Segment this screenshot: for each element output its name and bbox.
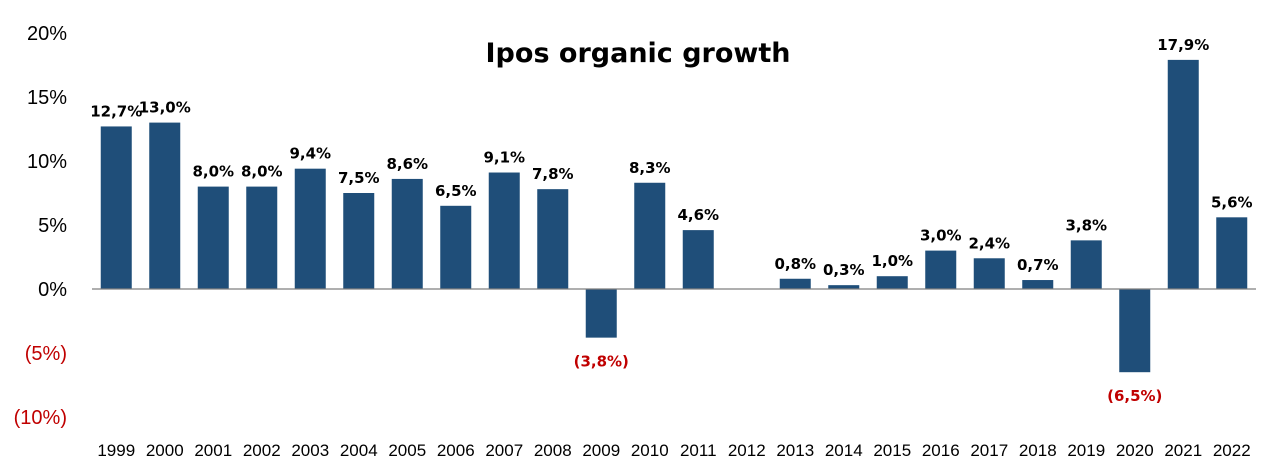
x-tick-label: 2019 (1067, 441, 1105, 460)
y-tick-label: (10%) (14, 407, 67, 429)
data-label: 0,3% (823, 261, 865, 279)
bar (537, 189, 569, 289)
x-tick-label: 2015 (873, 441, 911, 460)
y-tick-label: 5% (38, 215, 67, 237)
data-label: 8,3% (629, 159, 671, 177)
chart-title: Ipos organic growth (486, 38, 791, 69)
bar (1119, 289, 1151, 373)
bar (149, 122, 181, 289)
bar (779, 278, 811, 289)
data-label: 9,1% (483, 149, 525, 167)
x-tick-label: 2010 (631, 441, 669, 460)
y-tick-label: 20% (27, 23, 67, 45)
data-label: 5,6% (1211, 193, 1253, 211)
x-tick-label: 2006 (437, 441, 475, 460)
data-label: 4,6% (677, 206, 719, 224)
x-tick-label: 2017 (970, 441, 1008, 460)
data-label: 3,0% (920, 227, 962, 245)
x-tick-label: 2003 (291, 441, 329, 460)
x-tick-label: 2018 (1019, 441, 1057, 460)
bar (634, 182, 666, 289)
x-tick-label: 2009 (582, 441, 620, 460)
x-tick-label: 2022 (1213, 441, 1251, 460)
data-label: 0,7% (1017, 256, 1059, 274)
bar (973, 258, 1005, 289)
y-axis-ticks: 20% 15% 10% 5% 0% (5%) (10%) (14, 23, 68, 429)
bar (343, 193, 375, 289)
x-tick-label: 2013 (776, 441, 814, 460)
bar (1167, 59, 1199, 289)
bar (440, 205, 472, 289)
data-label: 7,5% (338, 169, 380, 187)
data-label: 8,0% (192, 163, 234, 181)
x-tick-label: 2008 (534, 441, 572, 460)
bar (100, 126, 132, 289)
bar (197, 186, 229, 289)
x-tick-label: 2007 (485, 441, 523, 460)
x-tick-label: 2005 (388, 441, 426, 460)
bar (391, 178, 423, 289)
data-label: 2,4% (968, 234, 1010, 252)
bar (1022, 280, 1054, 289)
y-tick-label: 10% (27, 151, 67, 173)
data-label: 9,4% (289, 145, 331, 163)
data-label: 8,0% (241, 163, 283, 181)
data-labels: 12,7%13,0% 8,0% 8,0% 9,4% 7,5% 8,6% 6,5% 9,1% 7,… (90, 36, 1252, 405)
bar (828, 285, 860, 289)
bar (246, 186, 278, 289)
x-tick-label: 2012 (728, 441, 766, 460)
bar (925, 250, 957, 289)
x-tick-label: 2016 (922, 441, 960, 460)
x-tick-label: 2020 (1116, 441, 1154, 460)
bar (682, 230, 714, 289)
data-label: 6,5% (435, 182, 477, 200)
bar (876, 276, 908, 289)
x-tick-label: 2004 (340, 441, 378, 460)
x-tick-label: 2011 (680, 441, 717, 460)
x-tick-label: 2000 (146, 441, 184, 460)
bars (100, 59, 1248, 373)
data-label: 13,0% (139, 99, 191, 117)
x-tick-label: 2014 (825, 441, 863, 460)
y-tick-label: (5%) (25, 343, 67, 365)
x-tick-label: 2001 (194, 441, 232, 460)
y-tick-label: 15% (27, 87, 67, 109)
data-label: 8,6% (386, 155, 428, 173)
x-tick-label: 1999 (97, 441, 135, 460)
data-label: 3,8% (1065, 216, 1107, 234)
x-tick-label: 2002 (243, 441, 281, 460)
data-label: 1,0% (871, 252, 913, 270)
data-label: (6,5%) (1107, 387, 1162, 405)
data-label: (3,8%) (574, 353, 629, 371)
data-label: 7,8% (532, 165, 574, 183)
x-tick-label: 2021 (1164, 441, 1202, 460)
bar (488, 172, 520, 289)
y-tick-label: 0% (38, 279, 67, 301)
data-label: 17,9% (1157, 36, 1209, 54)
bar (1216, 217, 1248, 289)
bar (294, 168, 326, 289)
x-axis-ticks: 1999 2000 2001 2002 2003 2004 2005 2006 2007 2008… (97, 441, 1250, 460)
data-label: 0,8% (774, 255, 816, 273)
bar (585, 289, 617, 338)
data-label: 12,7% (90, 102, 142, 120)
bar (1070, 240, 1102, 289)
